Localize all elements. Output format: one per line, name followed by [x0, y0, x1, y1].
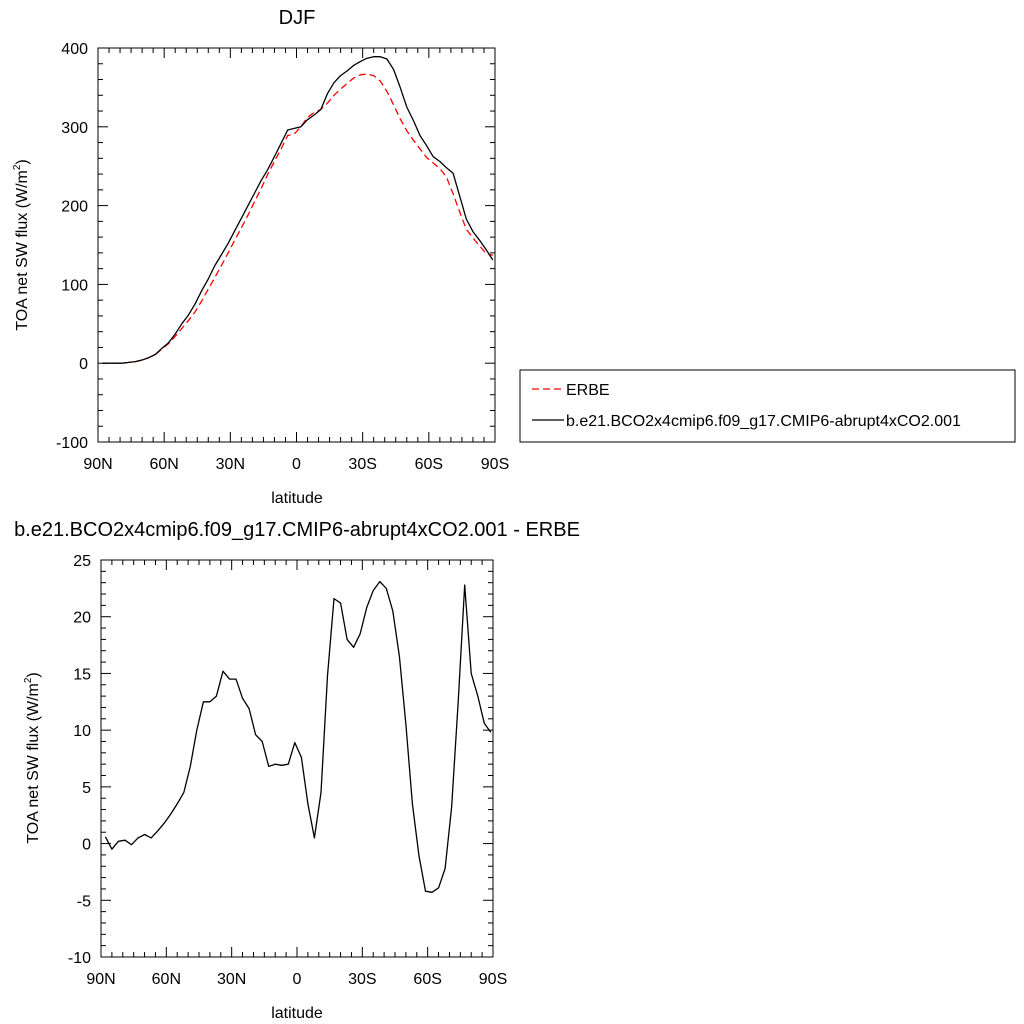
top-chart-y-tick-label: 200 — [61, 199, 88, 216]
bottom-chart-x-tick-label: 60N — [152, 971, 181, 988]
bottom-chart-y-tick-label: 5 — [82, 780, 91, 797]
legend: ERBE b.e21.BCO2x4cmip6.f09_g17.CMIP6-abr… — [519, 369, 1016, 443]
bottom-chart-x-tick-label: 30S — [348, 971, 376, 988]
bottom-chart-x-tick-label: 0 — [293, 971, 302, 988]
top-chart-y-tick-label: 0 — [79, 356, 88, 373]
top-chart-plot-area — [102, 56, 494, 364]
bottom-chart-plot-area — [104, 580, 492, 893]
top-chart-y-tick-label: 400 — [61, 41, 88, 58]
bottom-chart-y-tick-label: -10 — [68, 950, 91, 967]
bottom-chart-x-tick-label: 90S — [479, 971, 507, 988]
bottom-chart-y-tick-label: 20 — [73, 610, 91, 627]
bottom-chart-ticks: 90N 60N 30N 0 30S 60S 90S -10 -5 0 5 10 15 20 25 — [68, 553, 507, 988]
top-chart-x-tick-label: 60S — [415, 456, 443, 473]
bottom-chart-series-line-1 — [104, 580, 492, 893]
legend-box — [519, 369, 1016, 443]
top-panel: DJF 90N 60N 30N 0 30S 60S 90S -100 0 100 200 300 400… — [12, 7, 509, 507]
top-chart-y-tick-label: 300 — [61, 120, 88, 137]
bottom-chart-y-tick-label: 25 — [73, 553, 91, 570]
top-chart-x-tick-label: 90S — [481, 456, 509, 473]
top-chart-x-tick-label: 30N — [216, 456, 245, 473]
top-chart-series-line-2 — [102, 56, 494, 364]
top-chart-x-axis-label: latitude — [271, 490, 323, 507]
top-chart-y-axis-label: TOA net SW flux (W/m2) — [12, 159, 31, 331]
top-chart-x-tick-label: 90N — [83, 456, 112, 473]
bottom-chart-x-tick-label: 90N — [86, 971, 115, 988]
top-chart-series-line-1 — [102, 73, 493, 364]
bottom-chart-y-axis-label: TOA net SW flux (W/m2) — [23, 672, 42, 844]
legend-label-erbe: ERBE — [566, 382, 610, 399]
top-chart-x-tick-label: 0 — [292, 456, 301, 473]
top-chart-frame — [97, 47, 496, 443]
top-chart-y-tick-label: 100 — [61, 277, 88, 294]
top-chart-ticks: 90N 60N 30N 0 30S 60S 90S -100 0 100 200 300 400 — [56, 41, 509, 473]
bottom-panel: b.e21.BCO2x4cmip6.f09_g17.CMIP6-abrupt4x… — [14, 519, 580, 1022]
bottom-chart-title: b.e21.BCO2x4cmip6.f09_g17.CMIP6-abrupt4x… — [14, 519, 580, 541]
bottom-chart-y-tick-label: 10 — [73, 723, 91, 740]
bottom-chart-x-axis-label: latitude — [271, 1005, 323, 1022]
bottom-chart-y-tick-label: 0 — [82, 837, 91, 854]
top-chart-x-tick-label: 60N — [149, 456, 178, 473]
top-chart-x-tick-label: 30S — [348, 456, 376, 473]
bottom-chart-y-tick-label: -5 — [77, 893, 91, 910]
top-chart-y-tick-label: -100 — [56, 435, 88, 452]
bottom-chart-y-tick-label: 15 — [73, 666, 91, 683]
bottom-chart-x-tick-label: 30N — [217, 971, 246, 988]
legend-label-model: b.e21.BCO2x4cmip6.f09_g17.CMIP6-abrupt4x… — [566, 413, 961, 430]
top-chart-title: DJF — [279, 7, 316, 29]
bottom-chart-x-tick-label: 60S — [413, 971, 441, 988]
bottom-chart-frame — [100, 559, 494, 958]
